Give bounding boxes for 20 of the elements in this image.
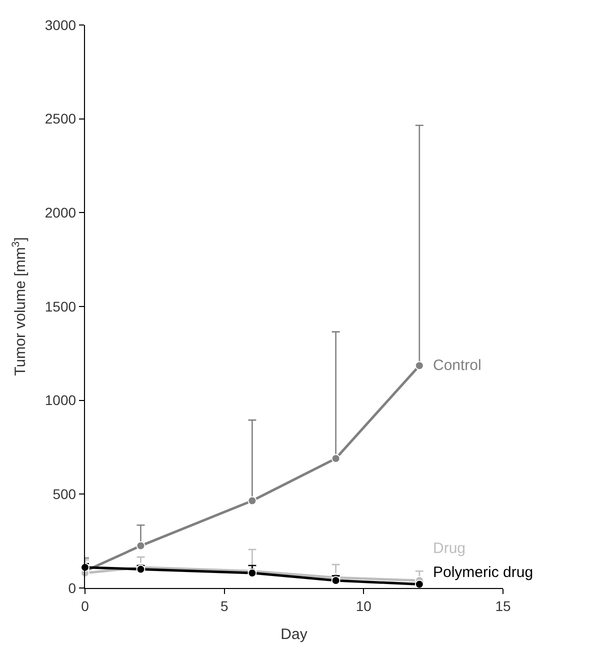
y-tick-label: 1000 bbox=[44, 392, 76, 408]
point bbox=[248, 496, 257, 506]
series-label: Polymeric drug bbox=[433, 564, 534, 581]
y-tick-label: 1500 bbox=[44, 298, 76, 314]
y-tick-label: 500 bbox=[52, 486, 76, 502]
x-tick-label: 15 bbox=[495, 598, 511, 614]
y-tick-label: 2500 bbox=[44, 110, 76, 127]
series-label: Control bbox=[433, 357, 482, 374]
y-tick-label: 2000 bbox=[44, 204, 76, 221]
x-tick-label: 10 bbox=[356, 598, 372, 614]
point bbox=[331, 576, 340, 585]
y-tick-label: 0 bbox=[68, 580, 76, 596]
y-tick-label: 3000 bbox=[44, 16, 76, 33]
point bbox=[136, 541, 146, 550]
x-tick-label: 0 bbox=[81, 598, 90, 614]
x-axis-title: Day bbox=[280, 626, 308, 643]
point bbox=[414, 580, 424, 589]
x-tick-label: 5 bbox=[220, 598, 228, 614]
point bbox=[414, 361, 424, 370]
series-label: Drug bbox=[433, 540, 466, 557]
